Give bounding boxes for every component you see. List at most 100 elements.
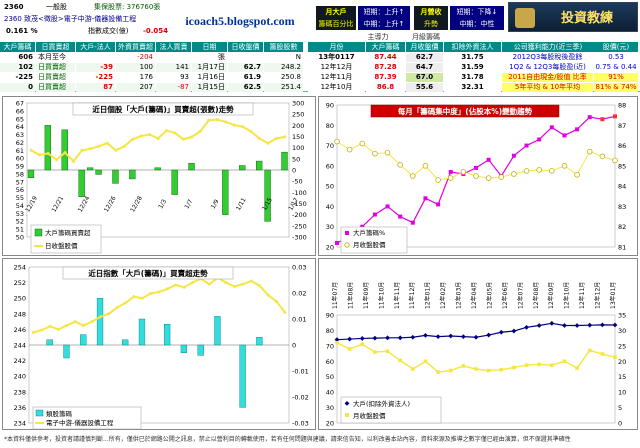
c1-right-tick-6: 0 xyxy=(292,167,296,175)
c2-bar-8 xyxy=(96,298,104,346)
chart-index-chip: 254 252 250 248 246 244 242 240 238 236 234 0.03 0.0… xyxy=(2,258,316,430)
c2-point-24 xyxy=(232,285,236,288)
c1-price-point-12 xyxy=(131,137,135,141)
c1-price-point-3 xyxy=(55,158,59,162)
c4-left-tick-7: 20 xyxy=(326,420,334,428)
monthly-ex-0: 31.75 xyxy=(444,53,501,62)
c2-right-tick-6: -0.03 xyxy=(292,420,309,428)
c4-price-point-11 xyxy=(474,367,478,371)
c1-bar-7 xyxy=(86,167,94,171)
c3-price-point-14 xyxy=(511,171,517,177)
c2-legend-line: 電子中游-儀器設備工程 xyxy=(46,418,114,427)
data-table: 大戶籌碼 日買賣超 大戶-法人 外資買賣超 法人買賣 日期 日收盤價 籌股股數 月份 大戶籌碼 月收… xyxy=(0,42,640,94)
c1-left-tick-2: 65 xyxy=(16,115,24,123)
c2-point-13 xyxy=(140,296,144,300)
c3-price-point-19 xyxy=(574,171,580,178)
c1-left-tick-10: 57 xyxy=(16,178,24,186)
c1-bar-23 xyxy=(222,169,229,215)
site-title[interactable]: icoach5.blogspot.com xyxy=(185,14,295,28)
c1-left-tick-17: 50 xyxy=(16,234,24,242)
c3-title-box xyxy=(370,104,560,118)
c4-legend-swatch-b xyxy=(345,413,349,417)
table-header-7: 籌股股數 xyxy=(264,42,303,52)
c2-point-14 xyxy=(149,292,153,296)
c2-bar-2 xyxy=(46,339,53,346)
c4-ex-point-0 xyxy=(334,337,340,343)
c2-left-tick-5: 244 xyxy=(14,342,26,350)
c2-point-25 xyxy=(241,282,245,286)
c3-right-tick-1: 87 xyxy=(618,122,626,130)
c1-bar-10 xyxy=(112,169,119,184)
c4-legend-b: 月收盤股價 xyxy=(353,411,386,420)
table-header-13: 股價(元) xyxy=(594,42,638,52)
c4-x-tick-2: 11年09月 xyxy=(362,282,370,309)
c4-right-tick-2: 25 xyxy=(618,342,626,350)
profit-value-0: 0.53 xyxy=(594,53,638,62)
c3-right-tick-4: 84 xyxy=(618,183,626,191)
c3-price-point-17 xyxy=(549,168,555,174)
c1-price-point-9 xyxy=(105,141,109,145)
c3-chip-point-17 xyxy=(549,125,554,130)
c1-price-point-20 xyxy=(198,129,202,133)
chart-monthly-ex: 90 80 70 60 50 40 30 20 35 30 25 20 15 10 5 0 11年07月 11年0… xyxy=(318,258,638,430)
big-holder-label: 月大戶 xyxy=(316,6,356,18)
c3-price-point-8 xyxy=(435,177,441,183)
c1-price-point-27 xyxy=(257,136,261,140)
c4-ex-point-9 xyxy=(448,333,454,339)
c4-x-tick-9: 12年04月 xyxy=(470,282,478,309)
shares-label: 集保股票: 376760張 xyxy=(94,2,161,11)
monthly-close-0: 62.7 xyxy=(406,53,443,62)
c2-point-1 xyxy=(40,328,44,332)
c2-left-tick-4: 246 xyxy=(14,326,26,334)
table-header-2: 大戶-法人 xyxy=(76,42,115,52)
c3-left-tick-1: 80 xyxy=(326,122,334,130)
c4-ex-point-6 xyxy=(410,334,416,340)
c1-left-tick-14: 53 xyxy=(16,210,24,218)
c1-right-tick-5: 50 xyxy=(292,155,300,163)
daily-chip-2: -225 xyxy=(0,73,35,82)
index-change-value: -0.054 xyxy=(142,26,168,35)
daily-label-2: 日買賣超 xyxy=(36,73,75,82)
c4-ex-point-16 xyxy=(536,323,542,328)
c2-left-tick-1: 252 xyxy=(14,279,26,287)
c1-left-tick-5: 62 xyxy=(16,139,24,147)
c1-title: 近日個股「大戶(籌碼)」買賣超(張數)走勢 xyxy=(92,104,234,114)
c1-right-tick-0: 300 xyxy=(292,100,304,108)
c3-legend-b: 月收盤股價 xyxy=(353,240,386,249)
c1-x-tick-6: 1/7 xyxy=(183,198,194,210)
c1-price-point-1 xyxy=(38,153,42,157)
c4-right-tick-7: 0 xyxy=(618,420,622,428)
c3-right-tick-6: 82 xyxy=(618,223,626,231)
c3-right-tick-5: 83 xyxy=(618,203,626,211)
c2-bar-16 xyxy=(163,323,171,346)
daily-close-2: 61.9 xyxy=(228,73,263,82)
c1-left-tick-6: 61 xyxy=(16,147,24,155)
profit-value-2: 91% xyxy=(594,73,638,82)
chart-daily-chip-svg: 6766656463626160595857565554535251503002… xyxy=(16,100,307,254)
c1-bar-8 xyxy=(95,169,102,175)
chart-monthly-concentration: 90 80 70 60 50 40 30 20 88 87 86 85 84 83 82 81 每月「籌碼集中度… xyxy=(318,96,638,256)
c2-point-2 xyxy=(48,324,52,328)
monthly-chip-0: 87.44 xyxy=(366,53,405,62)
c3-left-tick-5: 40 xyxy=(326,203,334,211)
c1-price-point-21 xyxy=(207,118,211,122)
c2-point-29 xyxy=(274,299,278,303)
c2-left-tick-0: 254 xyxy=(14,264,26,272)
c3-left-tick-6: 30 xyxy=(326,223,334,231)
c1-bar-17 xyxy=(171,169,178,195)
c3-price-point-18 xyxy=(561,163,568,169)
c1-left-tick-3: 64 xyxy=(16,123,24,131)
c1-left-tick-4: 63 xyxy=(16,131,24,139)
c1-left-tick-8: 59 xyxy=(16,163,24,171)
c4-right-tick-3: 20 xyxy=(618,358,626,366)
c4-price-point-12 xyxy=(486,368,491,373)
c4-price-point-5 xyxy=(398,358,402,363)
stock-type: 一般股 xyxy=(46,2,67,11)
c2-title-box xyxy=(62,266,234,280)
c1-bar-6 xyxy=(78,169,85,197)
c3-chip-point-9 xyxy=(448,169,453,174)
c1-price-point-2 xyxy=(46,151,50,155)
c1-right-tick-3: 150 xyxy=(292,133,304,141)
c1-right-tick-12: -300 xyxy=(292,234,307,242)
c4-ex-point-21 xyxy=(599,322,605,328)
